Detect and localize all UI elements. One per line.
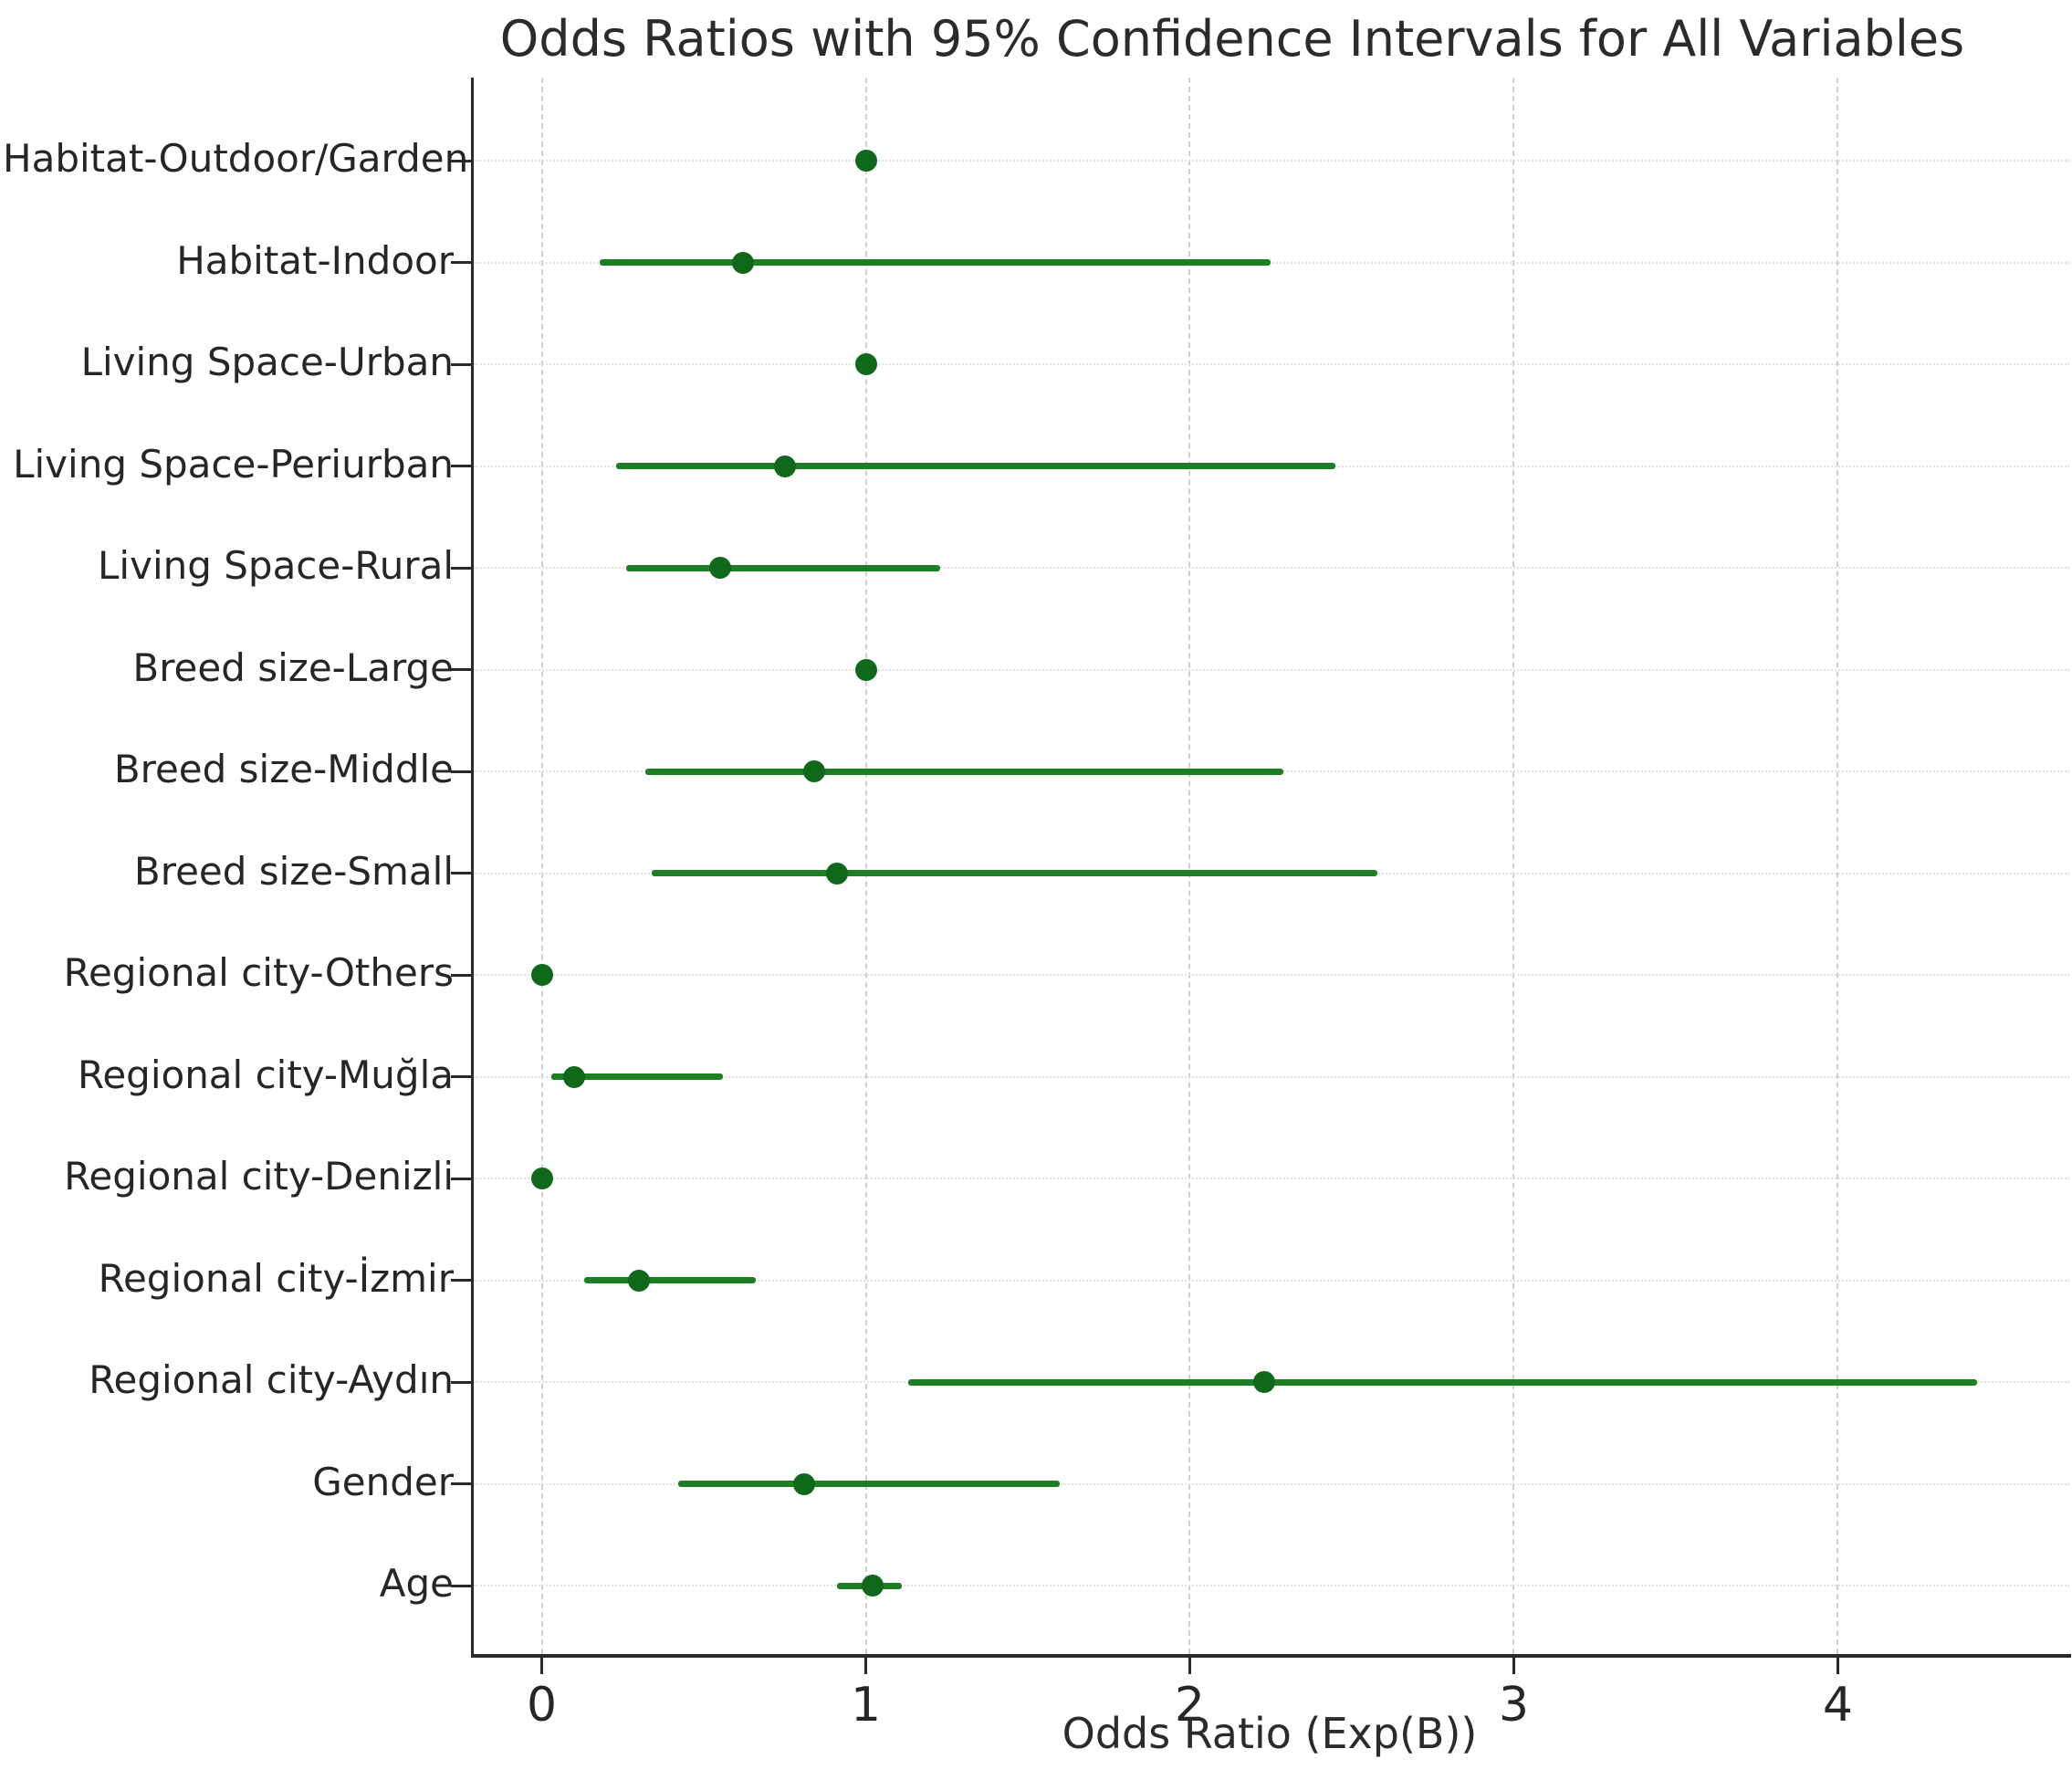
ci-whisker — [551, 1073, 724, 1080]
ci-whisker — [625, 564, 941, 571]
y-tick-mark — [451, 668, 474, 671]
odds-ratio-point — [731, 251, 754, 274]
x-tick-mark — [864, 1658, 867, 1674]
x-tick-label: 4 — [1822, 1678, 1853, 1733]
chart-title: Odds Ratios with 95% Confidence Interval… — [499, 10, 1965, 68]
x-tick-label: 2 — [1174, 1678, 1206, 1733]
odds-ratio-point — [773, 455, 796, 477]
x-tick-mark — [1512, 1658, 1515, 1674]
odds-ratio-point — [708, 557, 731, 579]
y-tick-mark — [451, 261, 474, 264]
y-axis-category-label: Living Space-Periurban — [13, 441, 454, 487]
x-tick-label: 1 — [850, 1678, 882, 1733]
y-gridline — [474, 668, 2069, 671]
y-tick-mark — [451, 973, 474, 977]
odds-ratio-point — [802, 760, 825, 782]
odds-ratio-point — [530, 1167, 553, 1189]
y-gridline — [474, 160, 2069, 162]
y-axis-category-label: Habitat-Outdoor/Garden — [3, 136, 469, 181]
y-gridline — [474, 567, 2069, 569]
ci-whisker — [583, 1277, 756, 1283]
odds-ratio-point — [628, 1269, 651, 1292]
y-gridline — [474, 261, 2069, 264]
x-gridline — [1188, 78, 1191, 1654]
y-tick-mark — [451, 770, 474, 773]
y-axis-category-label: Regional city-Others — [63, 950, 454, 995]
odds-ratio-point — [861, 1575, 884, 1597]
odds-ratio-point — [825, 862, 848, 885]
odds-ratio-point — [854, 353, 877, 375]
y-gridline — [474, 363, 2069, 365]
y-axis-category-label: Breed size-Small — [133, 848, 454, 894]
y-tick-mark — [451, 1584, 474, 1587]
odds-ratio-point — [854, 150, 877, 172]
y-tick-mark — [451, 1482, 474, 1485]
y-axis-category-label: Habitat-Indoor — [176, 237, 454, 283]
y-axis-category-label: Breed size-Middle — [113, 747, 454, 791]
y-gridline — [474, 974, 2069, 976]
y-gridline — [474, 1075, 2069, 1078]
y-tick-mark — [451, 362, 474, 366]
x-tick-label: 0 — [526, 1678, 558, 1733]
y-gridline — [474, 1585, 2069, 1586]
y-tick-mark — [451, 1380, 474, 1384]
odds-ratio-point — [854, 658, 877, 681]
ci-whisker — [907, 1378, 1978, 1386]
x-gridline — [1512, 78, 1515, 1654]
y-tick-mark — [451, 1279, 474, 1282]
y-axis-category-label: Regional city-Muğla — [78, 1052, 454, 1097]
y-gridline — [474, 1178, 2069, 1179]
y-tick-mark — [451, 159, 474, 162]
odds-ratio-point — [793, 1472, 816, 1495]
y-axis-category-label: Breed size-Large — [132, 644, 454, 690]
odds-ratio-point — [563, 1065, 586, 1088]
x-tick-mark — [540, 1658, 544, 1674]
ci-whisker — [600, 259, 1271, 266]
y-gridline — [474, 1482, 2069, 1485]
y-axis-category-label: Regional city-İzmir — [98, 1255, 454, 1301]
y-tick-mark — [451, 465, 474, 467]
y-axis-category-label: Living Space-Urban — [80, 340, 454, 384]
odds-ratio-point — [1253, 1371, 1276, 1393]
ci-whisker — [645, 768, 1284, 775]
ci-whisker — [616, 463, 1336, 469]
ci-whisker — [677, 1481, 1061, 1487]
y-tick-mark — [451, 566, 474, 570]
x-tick-label: 3 — [1498, 1678, 1529, 1733]
y-tick-mark — [451, 1177, 474, 1180]
y-gridline — [474, 1279, 2069, 1282]
y-axis-category-label: Gender — [312, 1459, 454, 1504]
y-axis-category-label: Age — [379, 1561, 454, 1606]
ci-whisker — [652, 870, 1378, 876]
x-gridline — [540, 78, 543, 1654]
odds-ratio-point — [530, 964, 553, 986]
plot-area: 0 1 2 3 4 Habitat-Outdoor/Garden Habitat-Indoo… — [3, 78, 2071, 1729]
y-tick-mark — [451, 872, 474, 874]
y-tick-mark — [451, 1075, 474, 1078]
x-gridline — [864, 78, 867, 1654]
y-axis-category-label: Regional city-Aydın — [89, 1357, 454, 1402]
x-tick-mark — [1836, 1658, 1839, 1674]
y-axis-category-label: Living Space-Rural — [98, 543, 454, 588]
x-gridline — [1837, 78, 1839, 1654]
x-tick-mark — [1188, 1658, 1191, 1674]
y-axis-category-label: Regional city-Denizli — [64, 1154, 454, 1199]
x-axis-label: Odds Ratio (Exp(B)) — [1062, 1709, 1478, 1758]
